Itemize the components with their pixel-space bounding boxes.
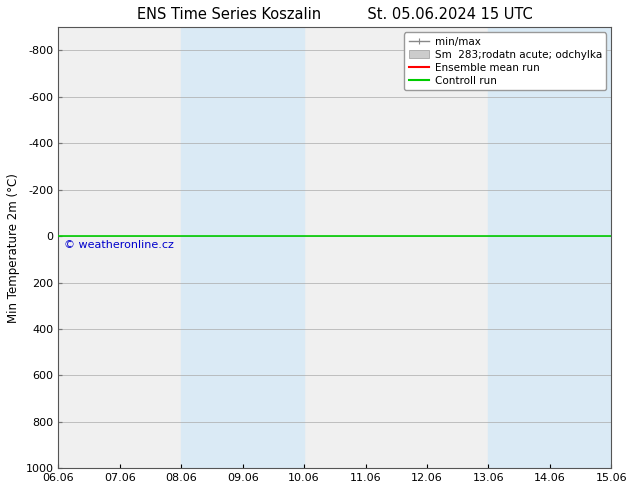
- Y-axis label: Min Temperature 2m (°C): Min Temperature 2m (°C): [7, 173, 20, 323]
- Title: ENS Time Series Koszalin          St. 05.06.2024 15 UTC: ENS Time Series Koszalin St. 05.06.2024 …: [137, 7, 533, 22]
- Bar: [550, 27, 611, 468]
- Bar: [488, 27, 550, 468]
- Legend: min/max, Sm  283;rodatn acute; odchylka, Ensemble mean run, Controll run: min/max, Sm 283;rodatn acute; odchylka, …: [404, 32, 606, 90]
- Bar: [181, 27, 243, 468]
- Bar: [243, 27, 304, 468]
- Text: © weatheronline.cz: © weatheronline.cz: [64, 240, 174, 250]
